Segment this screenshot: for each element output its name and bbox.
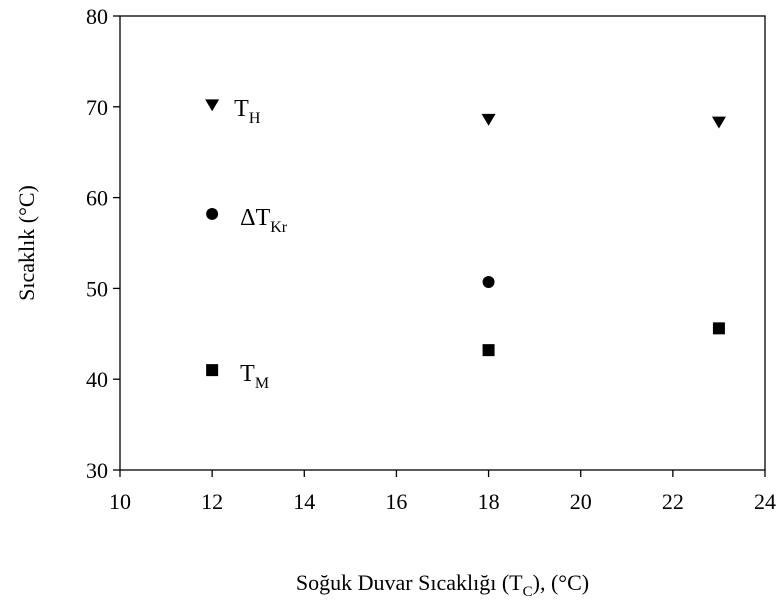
x-axis-title-main: Soğuk Duvar Sıcaklığı (T bbox=[296, 570, 523, 595]
series-label-sub: Kr bbox=[270, 219, 288, 236]
x-tick-label: 12 bbox=[201, 489, 223, 514]
x-axis-title-sub: C bbox=[523, 584, 533, 600]
series-label-main: T bbox=[240, 361, 255, 387]
plot-frame bbox=[119, 15, 766, 471]
y-tick-label: 40 bbox=[86, 367, 108, 392]
triangle-marker bbox=[711, 116, 726, 129]
square-marker bbox=[482, 344, 495, 357]
y-tick-label: 50 bbox=[86, 276, 108, 301]
y-tick-label: 70 bbox=[86, 95, 108, 120]
x-axis-title-tail: ), (°C) bbox=[533, 570, 589, 595]
circle-marker bbox=[482, 276, 495, 289]
x-tick-label: 10 bbox=[109, 489, 131, 514]
series-label-main: T bbox=[234, 96, 249, 122]
x-tick-label: 14 bbox=[293, 489, 315, 514]
x-tick-label: 24 bbox=[754, 489, 776, 514]
x-tick-label: 20 bbox=[570, 489, 592, 514]
square-marker bbox=[712, 322, 725, 335]
data-marks bbox=[205, 99, 726, 377]
y-tick-label: 30 bbox=[86, 458, 108, 483]
triangle-marker bbox=[481, 113, 496, 126]
y-tick-label: 60 bbox=[86, 186, 108, 211]
circle-marker bbox=[206, 207, 219, 220]
series-label: ΔTKr bbox=[240, 205, 288, 236]
triangle-marker bbox=[205, 99, 220, 112]
y-axis-title: Sıcaklık (°C) bbox=[14, 185, 39, 301]
axis-titles: Soğuk Duvar Sıcaklığı (TC), (°C) Sıcaklık… bbox=[14, 185, 589, 600]
series-label-sub: H bbox=[249, 110, 261, 127]
series-label: TM bbox=[240, 361, 269, 392]
series-label-main: ΔT bbox=[240, 205, 270, 231]
series-label-sub: M bbox=[255, 375, 269, 392]
x-axis-title: Soğuk Duvar Sıcaklığı (TC), (°C) bbox=[296, 570, 589, 600]
y-tick-label: 80 bbox=[86, 4, 108, 29]
x-tick-label: 22 bbox=[662, 489, 684, 514]
plot-area: 10 12 14 16 18 20 22 24 30 40 50 60 70 80 bbox=[86, 4, 776, 514]
square-marker bbox=[206, 364, 219, 377]
series-label: TH bbox=[234, 96, 261, 127]
x-tick-label: 18 bbox=[478, 489, 500, 514]
x-tick-label: 16 bbox=[385, 489, 407, 514]
